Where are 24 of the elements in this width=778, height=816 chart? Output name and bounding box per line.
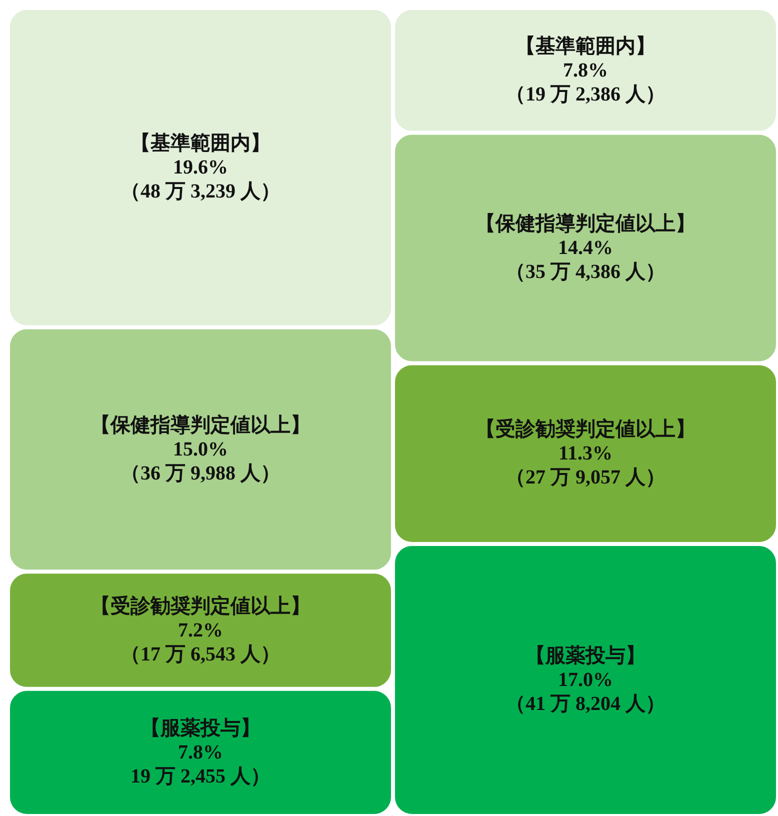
category-label: 【基準範囲内】 [130, 132, 270, 155]
data-label: 7.8% [563, 59, 608, 82]
text: （48 万 3,239 人） [120, 180, 280, 203]
category-label: 【服薬投与】 [526, 644, 646, 667]
category-label: 【服薬投与】 [140, 716, 260, 740]
text: （17 万 6,543 人） [120, 643, 280, 666]
text: （36 万 9,988 人） [120, 462, 280, 484]
data-label: 7.2% [178, 619, 223, 642]
category-label: 【受診勧奨判定値以上】 [476, 418, 696, 441]
text: （27 万 9,057 人） [506, 466, 666, 489]
text: （35 万 4,386 人） [506, 261, 666, 283]
data-label: 15.0% [173, 438, 228, 460]
data-label: 7.8% [178, 741, 223, 764]
category-label: 【保健指導判定値以上】 [90, 413, 310, 436]
text: （41 万 8,204 人） [506, 693, 666, 715]
category-label: 【基準範囲内】 [516, 35, 656, 58]
category-label: 【保健指導判定値以上】 [476, 212, 696, 235]
data-label: 19.6% [173, 156, 228, 179]
data-label: 17.0% [558, 669, 613, 691]
text: 19 万 2,455 人） [130, 765, 270, 788]
text: （19 万 2,386 人） [506, 83, 666, 106]
category-label: 【受診勧奨判定値以上】 [90, 594, 310, 618]
data-label: 11.3% [558, 442, 612, 465]
data-label: 14.4% [558, 237, 613, 259]
